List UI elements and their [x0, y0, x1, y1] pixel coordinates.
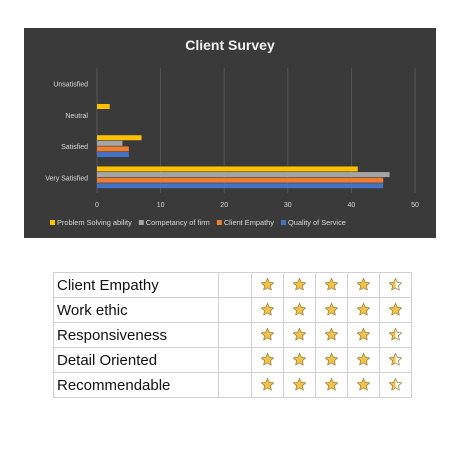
x-tick-label: 10 [157, 202, 165, 209]
star-icon [324, 278, 339, 291]
star-icon [260, 378, 275, 391]
y-category-label: Satisfied [61, 144, 88, 151]
y-category-label: Unsatisfied [53, 82, 88, 89]
star-icon [324, 328, 339, 341]
y-category-label: Very Satisfied [45, 175, 88, 182]
rating-label: Detail Oriented [53, 347, 219, 373]
star-icon [356, 353, 371, 366]
star-icon [260, 303, 275, 316]
star-cell [379, 347, 412, 373]
star-cell [283, 347, 316, 373]
star-cell [251, 372, 284, 398]
star-icon [388, 328, 403, 341]
star-cell [251, 272, 284, 298]
bar [97, 183, 384, 189]
ratings-table-body: Client Empathy Work ethic Responsiveness De… [53, 272, 412, 398]
star-cell [315, 372, 348, 398]
bar [97, 146, 129, 152]
rating-row: Recommendable [53, 372, 412, 398]
star-icon [324, 378, 339, 391]
rating-spacer-cell [218, 347, 252, 373]
star-cell [315, 322, 348, 348]
x-tick-label: 50 [411, 202, 419, 209]
rating-row: Client Empathy [53, 272, 412, 298]
legend-swatch [280, 220, 286, 225]
star-icon [292, 278, 307, 291]
star-icon [388, 278, 403, 291]
star-cell [347, 272, 380, 298]
y-category-label: Neutral [65, 113, 88, 120]
star-icon [356, 278, 371, 291]
bar [97, 103, 110, 109]
star-icon [324, 353, 339, 366]
star-icon [292, 328, 307, 341]
chart-title: Client Survey [185, 37, 275, 53]
bar [97, 166, 358, 172]
bar [97, 135, 142, 141]
star-cell [347, 372, 380, 398]
legend-label: Competancy of firm [146, 218, 210, 227]
client-survey-chart: Client Survey 0 10 20 30 40 50 Very Satisfied Sa… [24, 28, 436, 238]
rating-label: Client Empathy [53, 272, 219, 298]
star-cell [315, 297, 348, 323]
legend-label: Problem Solving ability [57, 218, 132, 227]
star-cell [347, 297, 380, 323]
star-cell [379, 372, 412, 398]
bar [97, 177, 384, 183]
x-tick-label: 0 [95, 202, 99, 209]
star-cell [315, 347, 348, 373]
star-cell [283, 322, 316, 348]
star-cell [251, 347, 284, 373]
rating-spacer-cell [218, 372, 252, 398]
star-icon [388, 303, 403, 316]
rating-spacer-cell [218, 297, 252, 323]
rating-row: Responsiveness [53, 322, 412, 348]
star-cell [379, 297, 412, 323]
bar [97, 140, 123, 146]
star-icon [260, 353, 275, 366]
chart-canvas: Client Survey 0 10 20 30 40 50 Very Satisfied Sa… [24, 28, 436, 238]
bar [97, 172, 390, 178]
legend-swatch [216, 220, 222, 225]
star-icon [292, 378, 307, 391]
legend-swatch [50, 220, 55, 225]
star-icon [260, 278, 275, 291]
ratings-table: Client Empathy Work ethic Responsiveness De… [53, 272, 412, 398]
x-tick-label: 40 [348, 202, 356, 209]
star-icon [356, 378, 371, 391]
star-cell [379, 272, 412, 298]
star-cell [283, 297, 316, 323]
legend-label: Client Empathy [224, 218, 274, 227]
star-icon [388, 353, 403, 366]
rating-spacer-cell [218, 322, 252, 348]
star-cell [251, 322, 284, 348]
rating-label: Responsiveness [53, 322, 219, 348]
x-tick-label: 30 [284, 202, 292, 209]
bar [97, 152, 129, 158]
rating-spacer-cell [218, 272, 252, 298]
rating-label: Recommendable [53, 372, 219, 398]
rating-row: Work ethic [53, 297, 412, 323]
star-icon [324, 303, 339, 316]
legend-swatch [138, 220, 144, 225]
star-icon [292, 353, 307, 366]
star-cell [283, 372, 316, 398]
star-cell [283, 272, 316, 298]
star-cell [347, 347, 380, 373]
star-cell [379, 322, 412, 348]
star-icon [356, 328, 371, 341]
star-cell [347, 322, 380, 348]
star-icon [356, 303, 371, 316]
x-tick-label: 20 [220, 202, 228, 209]
rating-label: Work ethic [53, 297, 219, 323]
chart-background [24, 28, 436, 238]
star-cell [315, 272, 348, 298]
legend-label: Quality of Service [288, 218, 346, 227]
star-icon [388, 378, 403, 391]
star-cell [251, 297, 284, 323]
star-icon [260, 328, 275, 341]
rating-row: Detail Oriented [53, 347, 412, 373]
star-icon [292, 303, 307, 316]
